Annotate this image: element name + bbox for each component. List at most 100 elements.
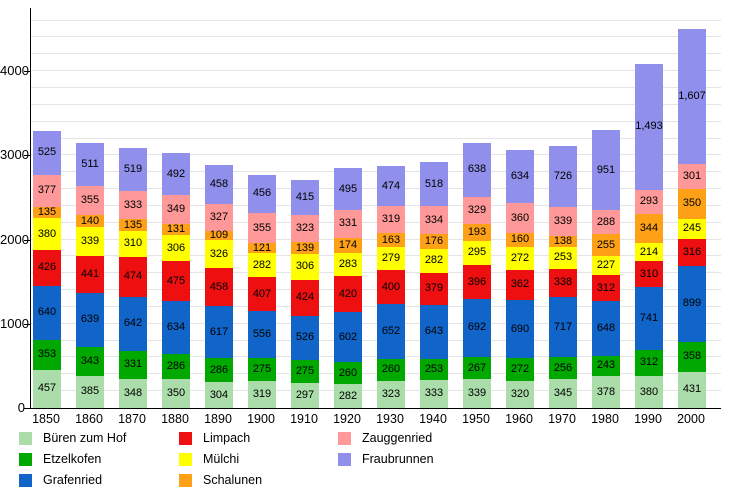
segment-etzelkofen: 260	[377, 358, 405, 381]
segment-value-label: 899	[682, 297, 702, 310]
segment-value-label: 310	[639, 267, 659, 280]
segment-value-label: 272	[510, 363, 530, 376]
bar-group-1920: 282 260 602 420 283 174 331 495	[334, 168, 362, 408]
x-tick-label: 1850	[32, 412, 60, 426]
legend-swatch	[179, 452, 192, 466]
segment-zauggenried: 333	[119, 191, 147, 220]
segment-value-label: 349	[166, 203, 186, 216]
segment-limpach: 475	[162, 261, 190, 302]
segment-value-label: 378	[596, 385, 616, 398]
segment-zauggenried: 349	[162, 194, 190, 225]
segment-value-label: 338	[553, 276, 573, 289]
y-axis-tick	[24, 155, 30, 157]
segment-zauggenried: 329	[463, 196, 491, 225]
segment-schalunen: 139	[291, 242, 319, 255]
segment-value-label: 131	[166, 223, 186, 236]
x-tick-label: 1950	[462, 412, 490, 426]
segment-value-label: 640	[37, 306, 57, 319]
segment-limpach: 312	[592, 274, 620, 302]
segment-value-label: 310	[123, 237, 143, 250]
gridline	[31, 255, 721, 257]
segment-mulchi: 253	[549, 247, 577, 269]
y-tick-label: 0	[17, 400, 25, 415]
segment-mulchi: 283	[334, 252, 362, 277]
segment-buren-zum-hof: 297	[291, 383, 319, 408]
segment-limpach: 458	[205, 267, 233, 307]
segment-grafenried: 634	[162, 301, 190, 355]
segment-value-label: 339	[467, 387, 487, 400]
segment-value-label: 245	[682, 222, 702, 235]
segment-schalunen: 350	[678, 189, 706, 219]
segment-value-label: 350	[682, 197, 702, 210]
segment-value-label: 345	[553, 386, 573, 399]
segment-zauggenried: 355	[76, 185, 104, 216]
segment-fraubrunnen: 1,607	[678, 28, 706, 164]
segment-fraubrunnen: 518	[420, 162, 448, 206]
segment-value-label: 690	[510, 322, 530, 335]
gridline	[31, 272, 721, 274]
x-tick-label: 1890	[204, 412, 232, 426]
segment-value-label: 316	[682, 246, 702, 259]
segment-fraubrunnen: 638	[463, 142, 491, 197]
legend-item-schalunen: Schalunen	[179, 473, 262, 487]
segment-limpach: 407	[248, 276, 276, 312]
segment-buren-zum-hof: 380	[635, 376, 663, 408]
segment-fraubrunnen: 726	[549, 146, 577, 208]
segment-schalunen: 121	[248, 242, 276, 254]
segment-schalunen: 138	[549, 234, 577, 248]
segment-value-label: 260	[338, 366, 358, 379]
segment-value-label: 320	[510, 388, 530, 401]
segment-value-label: 495	[338, 182, 358, 195]
segment-value-label: 193	[467, 225, 487, 238]
segment-value-label: 253	[553, 251, 573, 264]
segment-value-label: 358	[682, 350, 702, 363]
segment-fraubrunnen: 511	[76, 142, 104, 186]
segment-value-label: 227	[596, 258, 616, 271]
segment-value-label: 556	[252, 328, 272, 341]
segment-value-label: 355	[80, 194, 100, 207]
segment-grafenried: 643	[420, 304, 448, 359]
gridline	[31, 390, 721, 392]
segment-value-label: 343	[80, 354, 100, 367]
x-tick-label: 1900	[247, 412, 275, 426]
segment-value-label: 617	[209, 325, 229, 338]
segment-value-label: 475	[166, 274, 186, 287]
segment-value-label: 267	[467, 361, 487, 374]
x-tick-label: 1910	[290, 412, 318, 426]
segment-value-label: 272	[510, 251, 530, 264]
segment-etzelkofen: 358	[678, 341, 706, 372]
x-tick-label: 1920	[333, 412, 361, 426]
segment-etzelkofen: 353	[33, 339, 61, 370]
segment-zauggenried: 377	[33, 174, 61, 207]
segment-value-label: 385	[80, 385, 100, 398]
gridline	[31, 53, 721, 55]
segment-grafenried: 899	[678, 265, 706, 342]
gridline	[31, 154, 721, 156]
segment-mulchi: 214	[635, 243, 663, 262]
segment-etzelkofen: 267	[463, 356, 491, 380]
segment-value-label: 639	[80, 313, 100, 326]
segment-zauggenried: 323	[291, 215, 319, 243]
segment-value-label: 282	[338, 389, 358, 402]
segment-buren-zum-hof: 319	[248, 381, 276, 408]
segment-mulchi: 380	[33, 218, 61, 251]
segment-schalunen: 193	[463, 224, 491, 241]
bar-group-2000: 431 358 899 316 245 350 301 1,607	[678, 28, 706, 408]
segment-zauggenried: 331	[334, 210, 362, 238]
legend-label: Grafenried	[43, 473, 103, 487]
segment-grafenried: 652	[377, 304, 405, 359]
segment-limpach: 362	[506, 269, 534, 301]
segment-buren-zum-hof: 350	[162, 378, 190, 408]
segment-value-label: 109	[209, 229, 229, 242]
segment-value-label: 333	[424, 387, 444, 400]
segment-etzelkofen: 243	[592, 355, 620, 377]
segment-grafenried: 690	[506, 300, 534, 359]
segment-mulchi: 227	[592, 255, 620, 275]
segment-value-label: 525	[37, 146, 57, 159]
segment-value-label: 474	[381, 179, 401, 192]
segment-fraubrunnen: 951	[592, 129, 620, 211]
segment-etzelkofen: 253	[420, 358, 448, 380]
segment-value-label: 138	[553, 234, 573, 247]
segment-value-label: 295	[467, 246, 487, 259]
